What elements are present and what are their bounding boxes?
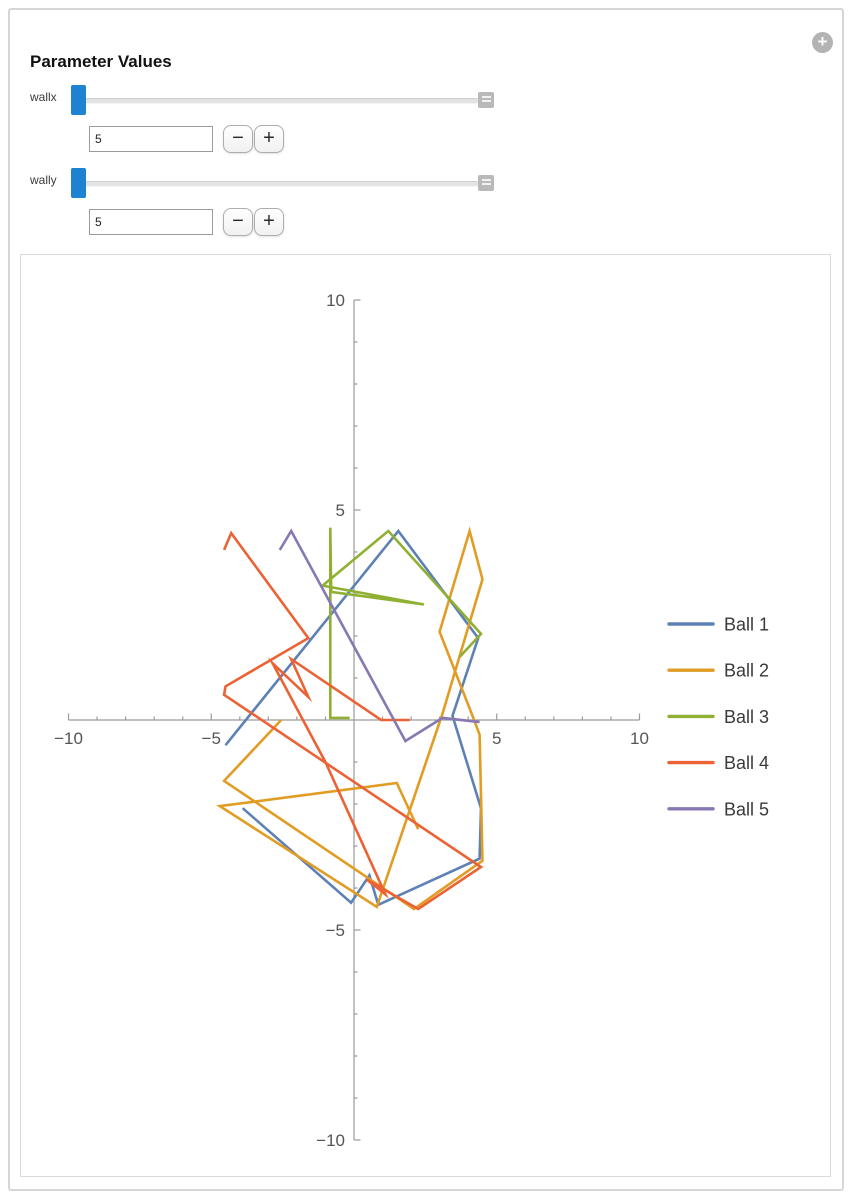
trajectory-line-ball-4 (222, 530, 484, 911)
y-tick-label: −10 (316, 1131, 345, 1150)
value-field-wallx[interactable] (89, 126, 213, 152)
legend-label-2: Ball 2 (724, 661, 769, 681)
x-tick-label: 10 (630, 729, 649, 748)
slider-menu-button-wally[interactable] (478, 175, 494, 191)
legend-label-4: Ball 4 (724, 753, 769, 773)
legend-label-5: Ball 5 (724, 799, 769, 819)
increment-button-wally[interactable]: + (254, 208, 284, 236)
y-tick-label: −5 (326, 921, 345, 940)
slider-thumb-wally[interactable] (71, 168, 86, 198)
slider-track-wally[interactable] (80, 181, 478, 187)
x-tick-label: −10 (54, 729, 83, 748)
y-tick-label: 10 (326, 291, 345, 310)
slider-label-wally: wally (30, 173, 57, 187)
trajectory-line-ball-2 (216, 526, 484, 911)
value-field-wally[interactable] (89, 209, 213, 235)
decrement-button-wally[interactable]: − (223, 208, 253, 236)
slider-thumb-wallx[interactable] (71, 85, 86, 115)
trajectory-line-ball-5 (278, 528, 480, 743)
decrement-button-wallx[interactable]: − (223, 125, 253, 153)
slider-label-wallx: wallx (30, 90, 57, 104)
slider-track-wallx[interactable] (80, 98, 478, 104)
legend-label-3: Ball 3 (724, 707, 769, 727)
trajectory-plot: −10 −5 5 10 −10 −5 5 10 Ball 1 Ball 2 Ball 3 Ball 4… (54, 291, 769, 1150)
y-tick-label: 5 (336, 501, 345, 520)
legend-label-1: Ball 1 (724, 615, 769, 635)
plot-pane: −10 −5 5 10 −10 −5 5 10 Ball 1 Ball 2 Ball 3 Ball 4… (20, 254, 831, 1177)
increment-button-wallx[interactable]: + (254, 125, 284, 153)
trajectory-line-ball-3 (319, 527, 483, 720)
slider-menu-button-wallx[interactable] (478, 92, 494, 108)
plus-circle-icon[interactable]: + (812, 32, 833, 53)
panel-title: Parameter Values (30, 52, 172, 71)
plus-glyph: + (817, 32, 828, 51)
x-tick-label: 5 (492, 729, 501, 748)
x-tick-label: −5 (202, 729, 221, 748)
